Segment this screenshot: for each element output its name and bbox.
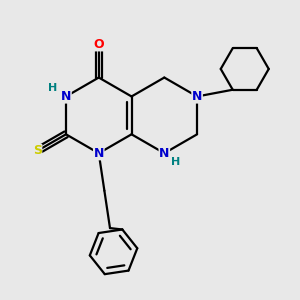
Text: H: H bbox=[171, 158, 181, 167]
Text: N: N bbox=[192, 90, 202, 103]
Text: N: N bbox=[61, 90, 71, 103]
Text: O: O bbox=[94, 38, 104, 51]
Text: H: H bbox=[48, 83, 58, 93]
Text: N: N bbox=[94, 147, 104, 160]
Text: N: N bbox=[159, 147, 169, 160]
Text: S: S bbox=[33, 144, 42, 158]
